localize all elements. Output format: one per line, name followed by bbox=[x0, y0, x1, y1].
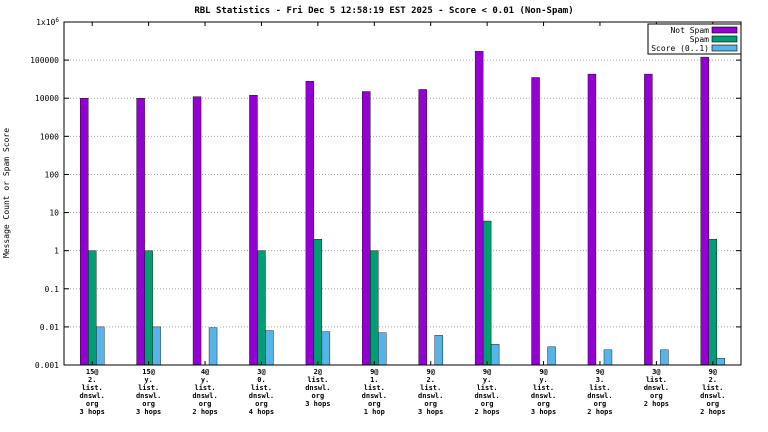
legend-swatch-score-0-1 bbox=[711, 44, 738, 52]
y-axis-title: Message Count or Spam Score bbox=[2, 128, 11, 258]
bar-not-spam bbox=[531, 77, 540, 366]
bar-spam bbox=[88, 250, 97, 366]
bar-not-spam bbox=[249, 95, 258, 366]
x-tick-label: 15@ 2. list. dnswl. org 3 hops bbox=[80, 368, 105, 416]
x-tick-label: 9@ 2. list. dnswl. org 3 hops bbox=[418, 368, 443, 416]
bar-not-spam bbox=[80, 98, 89, 366]
x-tick-label: 9@ 3. list. dnswl. org 2 hops bbox=[587, 368, 612, 416]
x-tick-label: 9@ 1. list. dnswl. org 1 hop bbox=[362, 368, 387, 416]
bar-not-spam bbox=[587, 73, 597, 366]
x-tick-label: 4@ y. list. dnswl. org 2 hops bbox=[192, 368, 217, 416]
y-tick-label: 1 bbox=[54, 247, 59, 256]
bar-score-0-1 bbox=[152, 326, 161, 366]
bar-spam bbox=[144, 250, 153, 366]
bar-score-0-1 bbox=[208, 327, 218, 366]
legend-label: Score (0..1) bbox=[651, 44, 709, 53]
bar-spam bbox=[482, 220, 492, 366]
bar-not-spam bbox=[418, 89, 427, 366]
y-tick-label: 1x106 bbox=[36, 17, 59, 27]
bar-score-0-1 bbox=[603, 349, 613, 366]
x-tick-label: 2@ list. dnswl. org 3 hops bbox=[305, 368, 330, 408]
bar-spam bbox=[708, 238, 717, 366]
bar-score-0-1 bbox=[321, 331, 331, 366]
legend-label: Not Spam bbox=[670, 26, 709, 35]
bar-score-0-1 bbox=[490, 344, 500, 366]
x-tick-label: 9@ y. list. dnswl. org 2 hops bbox=[474, 368, 499, 416]
bar-score-0-1 bbox=[378, 332, 387, 366]
bar-spam bbox=[370, 250, 379, 366]
legend-swatch-spam bbox=[711, 35, 738, 43]
bar-score-0-1 bbox=[96, 326, 105, 366]
y-tick-label: 0.01 bbox=[40, 323, 59, 332]
bar-spam bbox=[257, 250, 266, 366]
bar-score-0-1 bbox=[547, 346, 556, 366]
bar-not-spam bbox=[136, 98, 145, 366]
bar-not-spam bbox=[700, 56, 709, 366]
chart-title: RBL Statistics - Fri Dec 5 12:58:19 EST … bbox=[194, 5, 573, 16]
legend-label: Spam bbox=[690, 35, 709, 44]
bar-spam bbox=[313, 238, 323, 366]
y-tick-label: 100 bbox=[45, 170, 60, 179]
bar-not-spam bbox=[474, 51, 484, 366]
y-tick-label: 100000 bbox=[30, 56, 59, 65]
bar-not-spam bbox=[192, 96, 202, 366]
y-tick-label: 10 bbox=[49, 209, 59, 218]
bar-not-spam bbox=[362, 91, 371, 366]
legend-swatch-not-spam bbox=[711, 26, 738, 34]
bar-score-0-1 bbox=[716, 358, 725, 366]
bar-score-0-1 bbox=[434, 335, 443, 366]
x-tick-label: 3@ 0. list. dnswl. org 4 hops bbox=[249, 368, 274, 416]
y-tick-label: 10000 bbox=[35, 94, 59, 103]
bar-score-0-1 bbox=[265, 330, 274, 366]
x-tick-label: 3@ list. dnswl. org 2 hops bbox=[644, 368, 669, 408]
x-tick-label: 9@ 2. list. dnswl. org 2 hops bbox=[700, 368, 725, 416]
bar-not-spam bbox=[305, 80, 315, 366]
y-tick-label: 0.1 bbox=[45, 285, 60, 294]
bar-score-0-1 bbox=[660, 349, 669, 366]
x-tick-label: 15@ y. list. dnswl. org 3 hops bbox=[136, 368, 161, 416]
y-tick-label: 0.001 bbox=[35, 361, 59, 370]
plot-border bbox=[63, 21, 742, 366]
y-tick-label: 1000 bbox=[40, 132, 59, 141]
bar-not-spam bbox=[644, 73, 653, 366]
x-tick-label: 9@ y. list. dnswl. org 3 hops bbox=[531, 368, 556, 416]
